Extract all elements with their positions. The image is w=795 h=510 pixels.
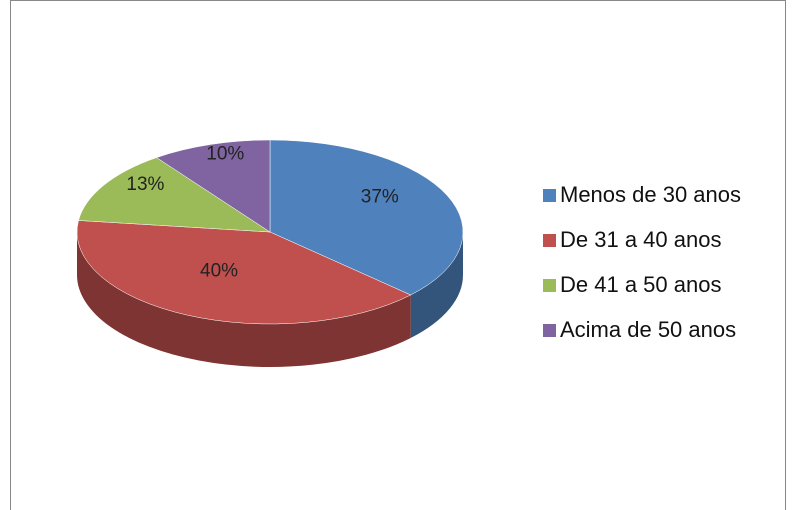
legend-swatch bbox=[543, 279, 556, 292]
legend-swatch bbox=[543, 234, 556, 247]
legend-label: Menos de 30 anos bbox=[560, 182, 741, 207]
legend-swatch bbox=[543, 189, 556, 202]
data-label: 37% bbox=[361, 186, 399, 207]
legend-swatch bbox=[543, 324, 556, 337]
slice bbox=[78, 157, 271, 233]
slice-side bbox=[410, 232, 463, 338]
slice bbox=[269, 139, 464, 296]
data-label: 40% bbox=[200, 261, 238, 282]
data-label: 10% bbox=[206, 143, 244, 164]
slice bbox=[155, 139, 271, 233]
data-label: 13% bbox=[126, 174, 164, 195]
legend-label: Acima de 50 anos bbox=[560, 317, 736, 342]
legend-label: De 31 a 40 anos bbox=[560, 227, 721, 252]
legend-label: De 41 a 50 anos bbox=[560, 272, 721, 297]
slice-side bbox=[76, 232, 411, 367]
slice bbox=[76, 220, 412, 325]
